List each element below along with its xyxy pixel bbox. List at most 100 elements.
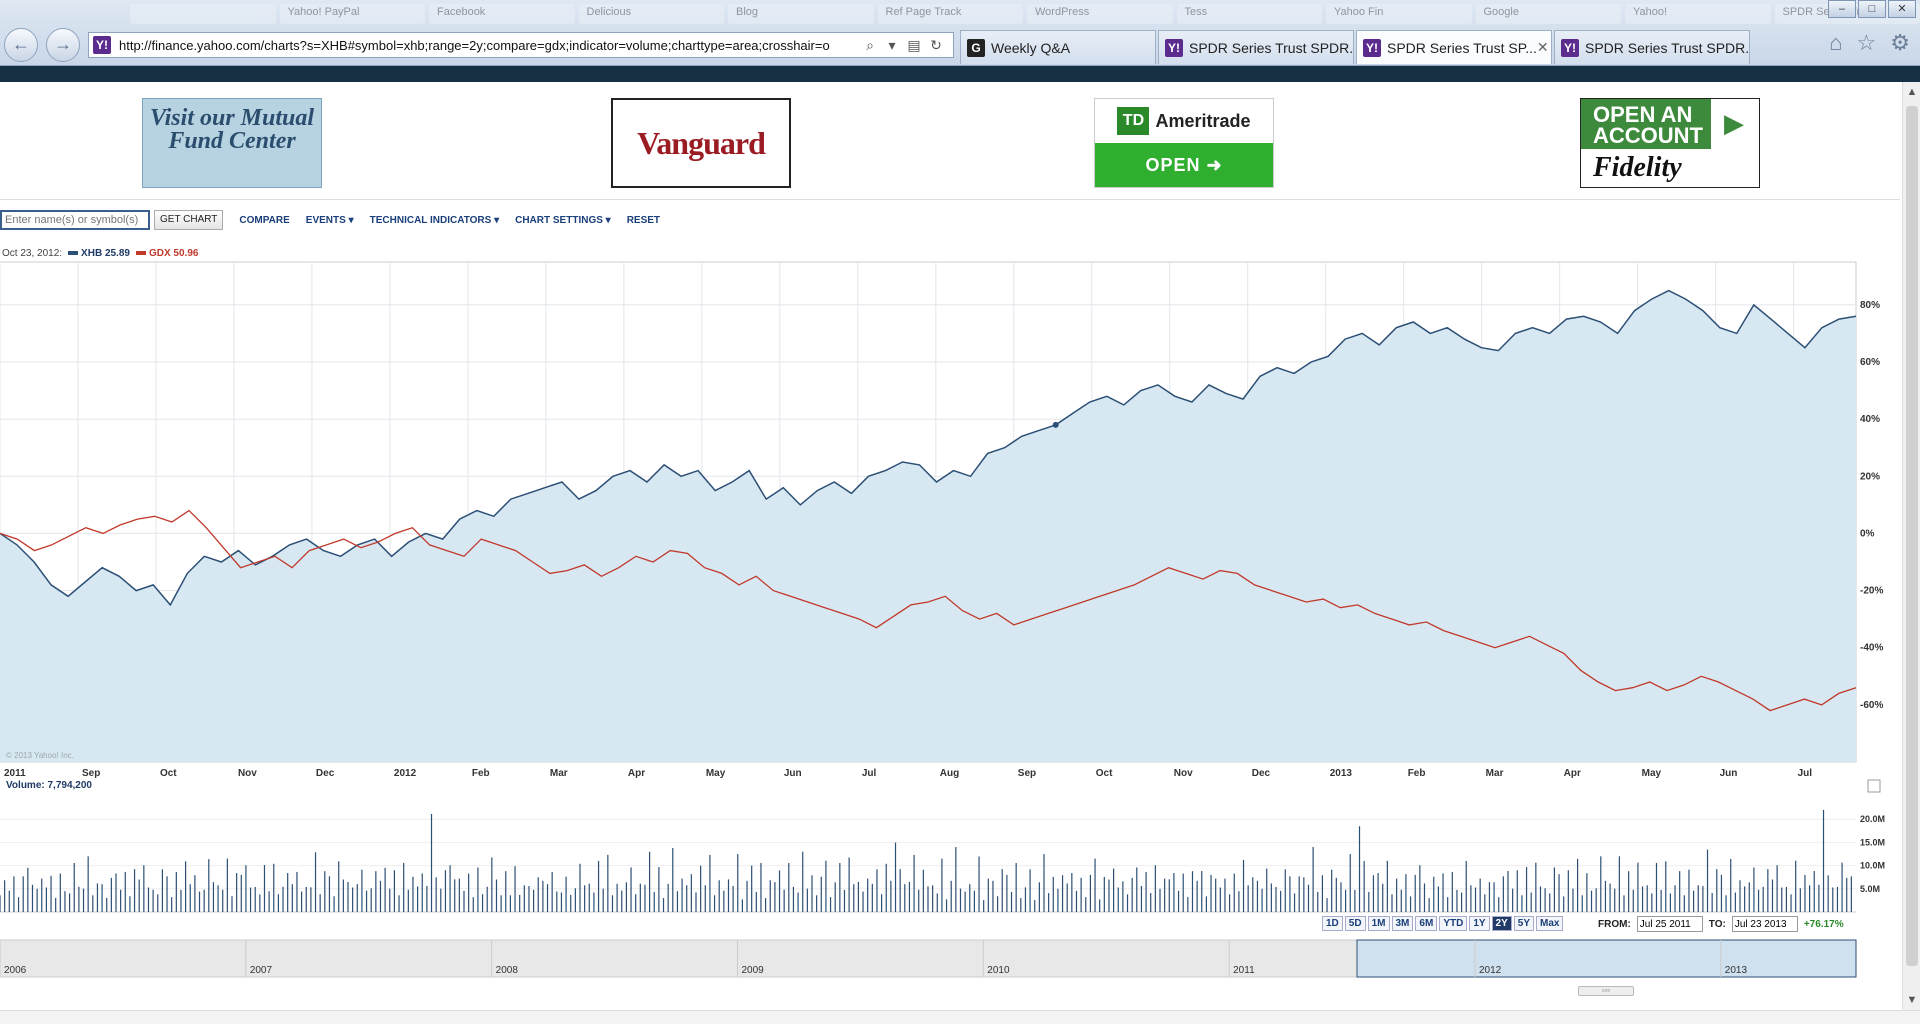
x-tick-label: Mar xyxy=(1486,768,1504,779)
ad-vanguard[interactable]: Vanguard xyxy=(611,98,791,188)
symbol-input[interactable] xyxy=(0,210,150,230)
range-button-max[interactable]: Max xyxy=(1536,916,1564,931)
tab-icon: G xyxy=(967,38,985,57)
bookmark-item[interactable]: Tess xyxy=(1176,4,1322,24)
navigator-year-label: 2010 xyxy=(987,965,1010,976)
get-chart-button[interactable]: GET CHART xyxy=(154,210,224,230)
y-tick-label: 60% xyxy=(1860,357,1880,368)
minimize-button[interactable]: – xyxy=(1828,0,1856,18)
range-selector: 1D 5D 1M 3M 6M YTD 1Y 2Y 5Y Max xyxy=(1322,916,1564,931)
gear-icon[interactable]: ⚙ xyxy=(1890,30,1910,55)
bookmark-item[interactable]: Delicious xyxy=(578,4,724,24)
tab-label: SPDR Series Trust SPDR... xyxy=(1585,39,1750,56)
bookmark-item[interactable]: Yahoo! PayPal xyxy=(279,4,425,24)
forward-button[interactable]: → xyxy=(46,28,80,62)
url-text[interactable]: http://finance.yahoo.com/charts?s=XHB#sy… xyxy=(119,37,830,53)
bookmark-item[interactable]: Ref Page Track xyxy=(877,4,1023,24)
range-button-5y[interactable]: 5Y xyxy=(1513,916,1535,931)
x-tick-label: Dec xyxy=(1252,768,1271,779)
technical-indicators-menu[interactable]: TECHNICAL INDICATORS ▾ xyxy=(370,215,499,226)
fid-name: Fidelity xyxy=(1593,152,1682,183)
bookmark-item[interactable]: Facebook xyxy=(429,4,575,24)
scroll-up-icon[interactable]: ▲ xyxy=(1906,86,1918,98)
y-tick-label: -60% xyxy=(1860,700,1883,711)
navigator-year-label: 2008 xyxy=(496,965,519,976)
compare-button[interactable]: COMPARE xyxy=(239,214,290,226)
td-name: Ameritrade xyxy=(1155,110,1251,131)
range-button-1y[interactable]: 1Y xyxy=(1469,916,1490,931)
chevron-down-icon: ▾ xyxy=(348,214,354,226)
navigator-year-label: 2011 xyxy=(1233,965,1255,976)
ad-mutual-text: Visit our Mutual Fund Center xyxy=(149,105,315,154)
y-tick-label: 80% xyxy=(1860,300,1880,311)
range-button-5d[interactable]: 5D xyxy=(1344,916,1366,931)
address-bar[interactable]: Y! http://finance.yahoo.com/charts?s=XHB… xyxy=(88,32,954,58)
scroll-thumb[interactable] xyxy=(1906,106,1918,966)
legend-xhb: XHB 25.89 xyxy=(68,248,130,259)
tab-spdr-active[interactable]: Y! SPDR Series Trust SP... ✕ xyxy=(1356,30,1552,64)
yahoo-favicon-icon: Y! xyxy=(93,36,111,54)
tab-weekly-qa[interactable]: G Weekly Q&A xyxy=(960,30,1156,64)
close-tab-icon[interactable]: ✕ xyxy=(1536,39,1549,55)
volume-tick-label: 10.0M xyxy=(1860,861,1885,871)
close-window-button[interactable]: ✕ xyxy=(1888,0,1916,18)
tab-spdr-1[interactable]: Y! SPDR Series Trust SPDR... xyxy=(1158,30,1354,64)
range-button-6m[interactable]: 6M xyxy=(1415,916,1438,931)
price-chart[interactable]: 2011 Sep Oct Nov Dec 2012 Feb Mar Apr May Jun Jul Au… xyxy=(0,242,1900,1012)
y-tick-label: -20% xyxy=(1860,586,1883,597)
range-button-1d[interactable]: 1D xyxy=(1322,916,1343,931)
dropdown-icon[interactable]: ▾ xyxy=(888,36,896,53)
navigator-scroll-handle[interactable]: ▫▫▫ xyxy=(1578,986,1634,996)
favorites-star-icon[interactable]: ☆ xyxy=(1856,30,1877,55)
bookmarks-bar: Yahoo! PayPal Facebook Delicious Blog Ref Pa… xyxy=(0,0,1920,28)
chart-settings-menu[interactable]: CHART SETTINGS ▾ xyxy=(515,215,611,226)
gdx-line[interactable] xyxy=(0,509,1857,712)
refresh-icon[interactable]: ↻ xyxy=(930,36,942,53)
x-tick-label: Mar xyxy=(550,768,568,779)
x-tick-label: May xyxy=(1642,768,1662,779)
ad-fidelity[interactable]: OPEN AN ACCOUNT ▶ Fidelity xyxy=(1580,98,1760,188)
page-top-bar xyxy=(0,66,1920,82)
technical-label: TECHNICAL INDICATORS xyxy=(369,214,492,226)
reset-button[interactable]: RESET xyxy=(626,214,661,226)
scroll-down-icon[interactable]: ▼ xyxy=(1906,994,1918,1006)
bookmark-item[interactable]: Blog xyxy=(728,4,874,24)
x-tick-label: May xyxy=(706,768,726,779)
ad-td-ameritrade[interactable]: TD Ameritrade OPEN ➜ xyxy=(1094,98,1274,188)
window-controls: – □ ✕ xyxy=(1828,0,1916,18)
close-volume-icon[interactable] xyxy=(1867,779,1881,793)
x-tick-label: Apr xyxy=(628,768,645,779)
x-tick-label: Nov xyxy=(238,768,257,779)
from-date-input[interactable] xyxy=(1636,916,1703,932)
bookmark-item[interactable] xyxy=(130,4,276,24)
compatibility-icon[interactable]: ▤ xyxy=(907,36,921,53)
tab-label: SPDR Series Trust SPDR... xyxy=(1189,39,1354,56)
td-open-button[interactable]: OPEN ➜ xyxy=(1095,143,1273,187)
date-range: FROM: TO: +76.17% xyxy=(1598,916,1844,932)
maximize-button[interactable]: □ xyxy=(1858,0,1886,18)
navigator-year-label: 2013 xyxy=(1725,965,1748,976)
navigator-selection[interactable] xyxy=(1356,939,1857,978)
bookmark-item[interactable]: Google xyxy=(1475,4,1621,24)
tab-spdr-3[interactable]: Y! SPDR Series Trust SPDR... xyxy=(1554,30,1750,64)
back-button[interactable]: ← xyxy=(4,28,38,62)
bookmark-item[interactable]: WordPress xyxy=(1027,4,1173,24)
ad-mutual-fund[interactable]: Visit our Mutual Fund Center xyxy=(142,98,322,188)
range-button-1m[interactable]: 1M xyxy=(1367,916,1390,931)
bookmark-item[interactable]: Yahoo Fin xyxy=(1326,4,1472,24)
ad-banner-row: Visit our Mutual Fund Center Vanguard TD… xyxy=(0,82,1900,200)
home-icon[interactable]: ⌂ xyxy=(1829,30,1843,55)
range-button-ytd[interactable]: YTD xyxy=(1439,916,1468,931)
range-button-3m[interactable]: 3M xyxy=(1391,916,1414,931)
vertical-scrollbar[interactable]: ▲ ▼ xyxy=(1902,82,1920,1010)
events-label: EVENTS xyxy=(305,214,346,226)
x-tick-label: Feb xyxy=(472,768,490,779)
events-menu[interactable]: EVENTS ▾ xyxy=(306,215,354,226)
to-date-input[interactable] xyxy=(1731,916,1798,932)
volume-legend: Volume: 7,794,200 xyxy=(6,780,92,791)
range-button-2y[interactable]: 2Y xyxy=(1491,916,1512,931)
xhb-line[interactable] xyxy=(0,289,1857,607)
search-icon[interactable]: ⌕ xyxy=(866,36,874,53)
bookmark-item[interactable]: Yahoo! xyxy=(1625,4,1771,24)
td-logo-icon: TD xyxy=(1117,107,1150,135)
